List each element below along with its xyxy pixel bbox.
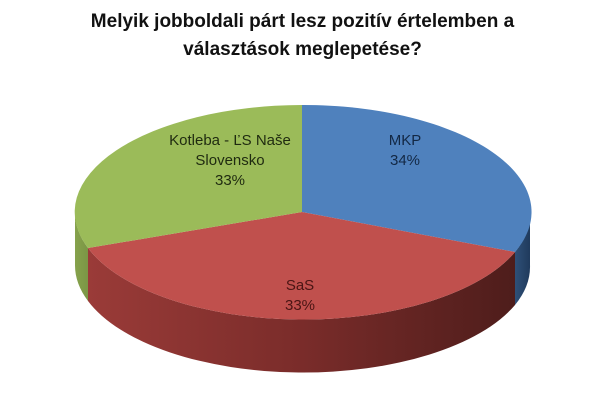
chart-title-line-1: Melyik jobboldali párt lesz pozitív érte… [90,11,515,32]
chart-title-line-2: választások meglepetése? [183,39,422,60]
slice-side-sas [88,248,515,373]
data-label-mkp-name: MKP [388,132,422,149]
pie-side-walls [74,212,531,373]
data-label-kotleba-line-1: Kotleba - ĽS Naše [169,132,291,149]
data-label-sas-name: SaS [285,277,315,294]
data-label-sas: SaS 33% [265,276,335,316]
data-label-sas-value: 33% [284,297,316,314]
slice-kotleba[interactable] [74,105,302,248]
slice-mkp[interactable] [302,104,532,252]
chart-title: Melyik jobboldali párt lesz pozitív érte… [0,8,605,64]
data-label-mkp-value: 34% [389,152,421,169]
slice-side-kotleba [74,212,88,301]
slice-sas[interactable] [88,212,515,320]
data-label-kotleba-value: 33% [214,172,246,189]
data-label-kotleba-line-2: Slovensko [195,152,265,169]
slice-side-mkp [515,212,531,305]
data-label-kotleba: Kotleba - ĽS Naše Slovensko 33% [150,131,310,191]
data-label-mkp: MKP 34% [370,131,440,171]
